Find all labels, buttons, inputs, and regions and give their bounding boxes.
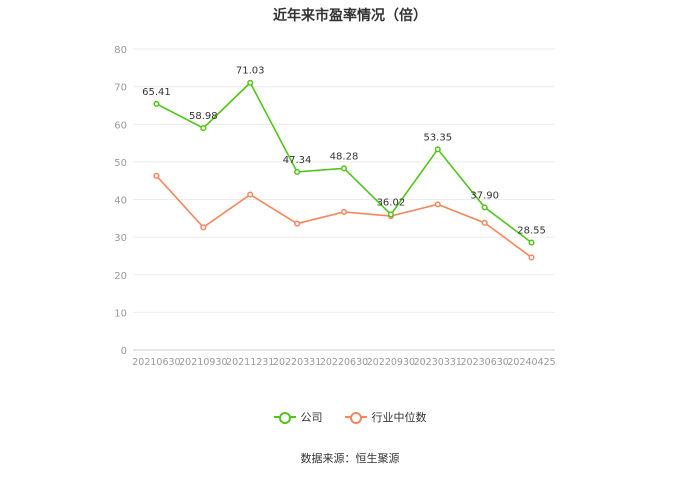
chart-title: 近年来市盈率情况（倍） xyxy=(273,8,427,24)
y-tick-label: 70 xyxy=(114,83,127,94)
data-point-industry-median xyxy=(528,254,535,261)
data-point-company xyxy=(153,100,160,107)
x-tick-label: 20220630 xyxy=(320,357,368,368)
data-source: 数据来源：恒生聚源 xyxy=(300,452,400,465)
x-tick-label: 20211231 xyxy=(226,357,274,368)
data-label-company: 36.02 xyxy=(377,197,406,208)
y-tick-label: 60 xyxy=(114,120,127,131)
data-label-company: 47.34 xyxy=(283,155,312,166)
y-tick-label: 0 xyxy=(121,346,127,357)
data-point-company xyxy=(387,211,394,218)
data-point-industry-median xyxy=(153,172,160,179)
y-tick-label: 80 xyxy=(114,45,127,56)
y-tick-label: 30 xyxy=(114,233,127,244)
x-tick-label: 20230630 xyxy=(460,357,508,368)
legend-item-company[interactable]: 公司 xyxy=(273,409,323,425)
data-point-industry-median xyxy=(200,224,207,231)
data-point-company xyxy=(200,125,207,132)
y-tick-label: 50 xyxy=(114,158,127,169)
data-label-company: 48.28 xyxy=(330,151,359,162)
data-label-company: 37.90 xyxy=(470,190,499,201)
x-tick-label: 20210930 xyxy=(179,357,227,368)
data-point-company xyxy=(294,168,301,175)
y-tick-label: 10 xyxy=(114,308,127,319)
legend-label-company: 公司 xyxy=(300,411,323,424)
x-tick-label: 20230331 xyxy=(414,357,462,368)
x-tick-label: 20220331 xyxy=(273,357,321,368)
legend-swatch-company xyxy=(273,412,296,424)
data-point-company xyxy=(481,204,488,211)
data-point-company xyxy=(340,165,348,172)
data-label-company: 58.98 xyxy=(189,111,218,122)
x-tick-label: 20240425 xyxy=(507,357,555,368)
data-label-company: 71.03 xyxy=(236,66,265,77)
data-label-company: 65.41 xyxy=(142,87,171,98)
legend: 公司 行业中位数 xyxy=(0,409,700,425)
legend-swatch-industry-median xyxy=(344,412,367,424)
data-point-industry-median xyxy=(340,208,348,215)
y-tick-label: 20 xyxy=(114,271,127,282)
data-label-company: 28.55 xyxy=(517,226,546,237)
legend-item-industry-median[interactable]: 行业中位数 xyxy=(344,409,427,425)
data-point-industry-median xyxy=(294,220,301,227)
data-label-company: 53.35 xyxy=(423,132,452,143)
legend-label-industry-median: 行业中位数 xyxy=(371,411,427,424)
data-point-industry-median xyxy=(481,219,488,226)
x-tick-label: 20210630 xyxy=(132,357,180,368)
y-tick-label: 40 xyxy=(114,196,127,207)
data-point-company xyxy=(434,146,441,153)
data-point-industry-median xyxy=(434,201,441,208)
data-point-company xyxy=(247,79,254,86)
x-tick-label: 20220930 xyxy=(367,357,415,368)
data-point-company xyxy=(528,239,535,246)
data-point-industry-median xyxy=(247,191,254,198)
series-line-industry-median xyxy=(155,175,533,259)
